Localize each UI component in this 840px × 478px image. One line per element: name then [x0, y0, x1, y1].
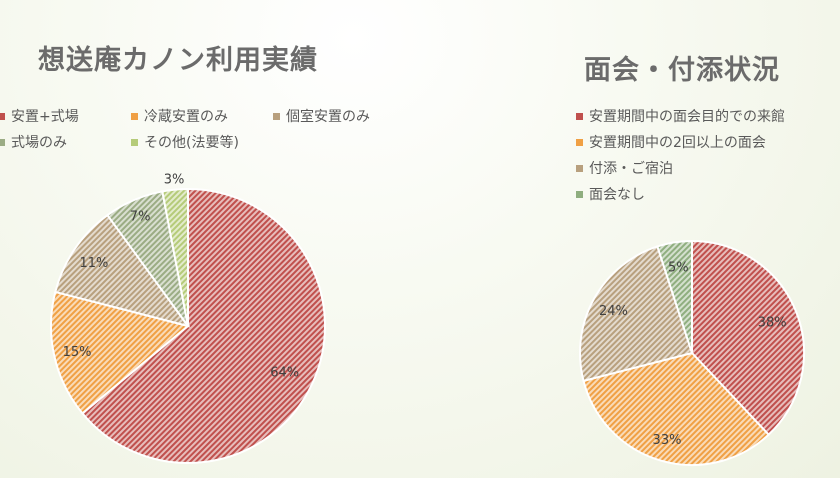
legend-swatch	[576, 138, 583, 146]
legend-item: 式場のみ	[0, 132, 67, 152]
legend-swatch	[131, 138, 138, 146]
pie-slice	[691, 239, 805, 437]
legend-item: 冷蔵安置のみ	[131, 106, 228, 126]
legend-swatch	[0, 138, 5, 146]
legend-label: 面会なし	[589, 187, 645, 203]
data-label: 24%	[599, 304, 628, 319]
legend-item: 付添・ご宿泊	[576, 158, 673, 178]
legend-swatch	[0, 112, 5, 120]
pie-slice	[656, 239, 693, 354]
legend-label: 安置期間中の面会目的での来館	[589, 109, 785, 125]
legend-item: 安置期間中の面会目的での来館	[576, 106, 785, 126]
legend-item: 個室安置のみ	[273, 106, 370, 126]
data-label: 11%	[79, 256, 108, 271]
pie-slice	[161, 187, 189, 327]
legend-swatch	[273, 112, 280, 120]
data-label: 33%	[653, 433, 682, 448]
pie-slice	[54, 213, 191, 328]
legend-swatch	[576, 112, 583, 120]
data-label: 15%	[63, 345, 92, 360]
pie-slice	[81, 187, 326, 464]
legend-label: 安置+式場	[11, 109, 79, 125]
pie-slice	[582, 351, 771, 466]
legend-label: 冷蔵安置のみ	[144, 109, 228, 125]
pie-slice	[579, 245, 694, 383]
legend-item: 安置期間中の2回以上の面会	[576, 132, 766, 152]
pie-slice	[50, 290, 191, 415]
data-label: 5%	[668, 261, 689, 276]
data-label: 38%	[758, 315, 787, 330]
legend-swatch	[576, 164, 583, 172]
chart-title-visits: 面会・付添状況	[584, 55, 780, 86]
data-label: 3%	[164, 173, 185, 188]
chart-title-usage: 想送庵カノン利用実績	[38, 45, 318, 76]
legend-swatch	[131, 112, 138, 120]
data-label: 7%	[130, 209, 151, 224]
legend-label: 付添・ご宿泊	[589, 161, 673, 177]
legend-item: その他(法要等)	[131, 132, 239, 152]
legend-swatch	[576, 190, 583, 198]
legend-label: 個室安置のみ	[286, 109, 370, 125]
legend-label: 式場のみ	[11, 135, 67, 151]
legend-label: 安置期間中の2回以上の面会	[589, 135, 766, 151]
legend-label: その他(法要等)	[144, 135, 239, 151]
legend-item: 面会なし	[576, 184, 645, 204]
legend-item: 安置+式場	[0, 106, 79, 126]
data-label: 64%	[270, 365, 299, 380]
